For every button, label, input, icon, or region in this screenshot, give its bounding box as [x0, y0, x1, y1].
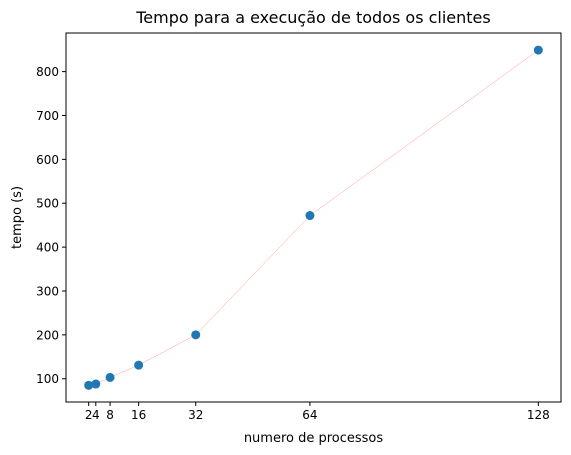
y-tick-label: 700: [36, 109, 59, 123]
x-tick-label: 4: [92, 408, 100, 422]
data-point: [134, 360, 144, 370]
data-point: [191, 330, 201, 340]
x-tick-label: 128: [527, 408, 550, 422]
y-tick-label: 500: [36, 197, 59, 211]
plot-area-frame: [65, 32, 562, 403]
data-point: [84, 380, 94, 390]
y-tick-label: 100: [36, 372, 59, 386]
data-point: [305, 211, 315, 221]
y-axis-label: tempo (s): [10, 186, 25, 249]
series-points: [84, 45, 543, 390]
x-tick-label: 8: [106, 408, 114, 422]
y-tick-label: 300: [36, 284, 59, 298]
data-point: [91, 379, 101, 389]
x-tick-label: 2: [85, 408, 93, 422]
data-point: [533, 45, 543, 55]
y-tick-label: 600: [36, 153, 59, 167]
x-axis-label: numero de processos: [244, 431, 384, 446]
x-tick-label: 64: [302, 408, 317, 422]
data-point: [105, 372, 115, 382]
chart-title: Tempo para a execução de todos os client…: [135, 8, 490, 27]
y-tick-label: 400: [36, 241, 59, 255]
y-axis-ticks: 100 200 300 400 500 600 700 800: [36, 65, 66, 386]
x-tick-label: 16: [131, 408, 146, 422]
x-tick-label: 32: [188, 408, 203, 422]
x-axis-ticks: 2 4 8 16 32 64 128: [85, 402, 550, 422]
y-tick-label: 800: [36, 65, 59, 79]
y-tick-label: 200: [36, 328, 59, 342]
